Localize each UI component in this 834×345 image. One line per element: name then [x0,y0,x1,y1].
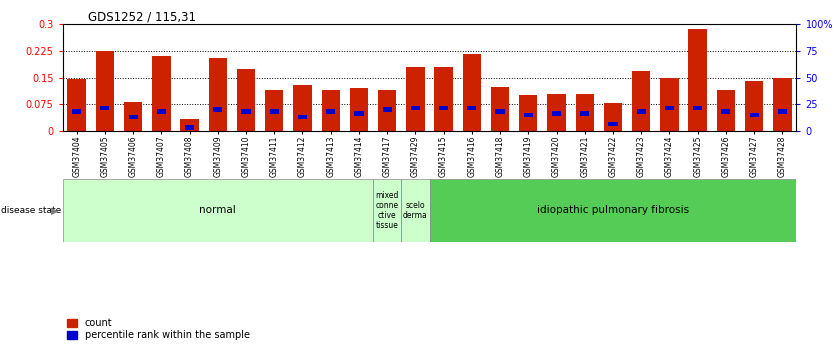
Text: normal: normal [199,206,236,215]
Bar [491,87,510,131]
Bar [72,109,81,114]
Bar [439,106,448,110]
Bar [157,109,166,114]
Bar [269,109,279,114]
Bar [467,106,476,110]
Text: mixed
conne
ctive
tissue: mixed conne ctive tissue [375,191,399,229]
Bar [463,55,481,131]
Bar [208,58,227,131]
Bar [322,90,340,131]
Bar [661,78,679,131]
Bar [745,81,763,131]
Bar [128,115,138,119]
Bar [96,51,114,131]
Bar [411,106,420,110]
Bar [373,179,401,242]
Bar [401,179,430,242]
Bar [519,96,537,131]
Bar [580,111,590,116]
Bar [665,106,674,110]
Bar [68,79,86,131]
Bar [152,56,170,131]
Bar [524,113,533,117]
Text: scelo
derma: scelo derma [403,201,428,220]
Bar [354,111,364,116]
Bar [100,106,109,110]
Bar [693,106,702,110]
Bar [242,109,250,114]
Bar [124,102,143,131]
Bar [383,107,392,112]
Bar [721,109,731,114]
Bar [773,78,791,131]
Text: GDS1252 / 115,31: GDS1252 / 115,31 [88,10,195,23]
Bar [575,93,594,131]
Bar [716,90,735,131]
Bar [214,107,223,112]
Bar [778,109,787,114]
Bar [552,111,561,116]
Bar [326,109,335,114]
Bar [349,88,368,131]
Legend: count, percentile rank within the sample: count, percentile rank within the sample [68,318,250,340]
Bar [495,109,505,114]
Bar [435,67,453,131]
Bar [265,90,284,131]
Bar [63,179,373,242]
Bar [185,125,194,130]
Text: idiopathic pulmonary fibrosis: idiopathic pulmonary fibrosis [537,206,689,215]
Bar [180,119,198,131]
Bar [294,85,312,131]
Bar [689,30,707,131]
Bar [608,122,617,126]
Text: ▶: ▶ [51,206,58,215]
Bar [750,113,759,117]
Bar [237,69,255,131]
Bar [406,67,425,131]
Bar [378,90,396,131]
Bar [604,102,622,131]
Bar [430,179,796,242]
Bar [298,115,307,119]
Bar [547,93,565,131]
Bar [632,71,651,131]
Text: disease state: disease state [1,206,61,215]
Bar [636,109,646,114]
